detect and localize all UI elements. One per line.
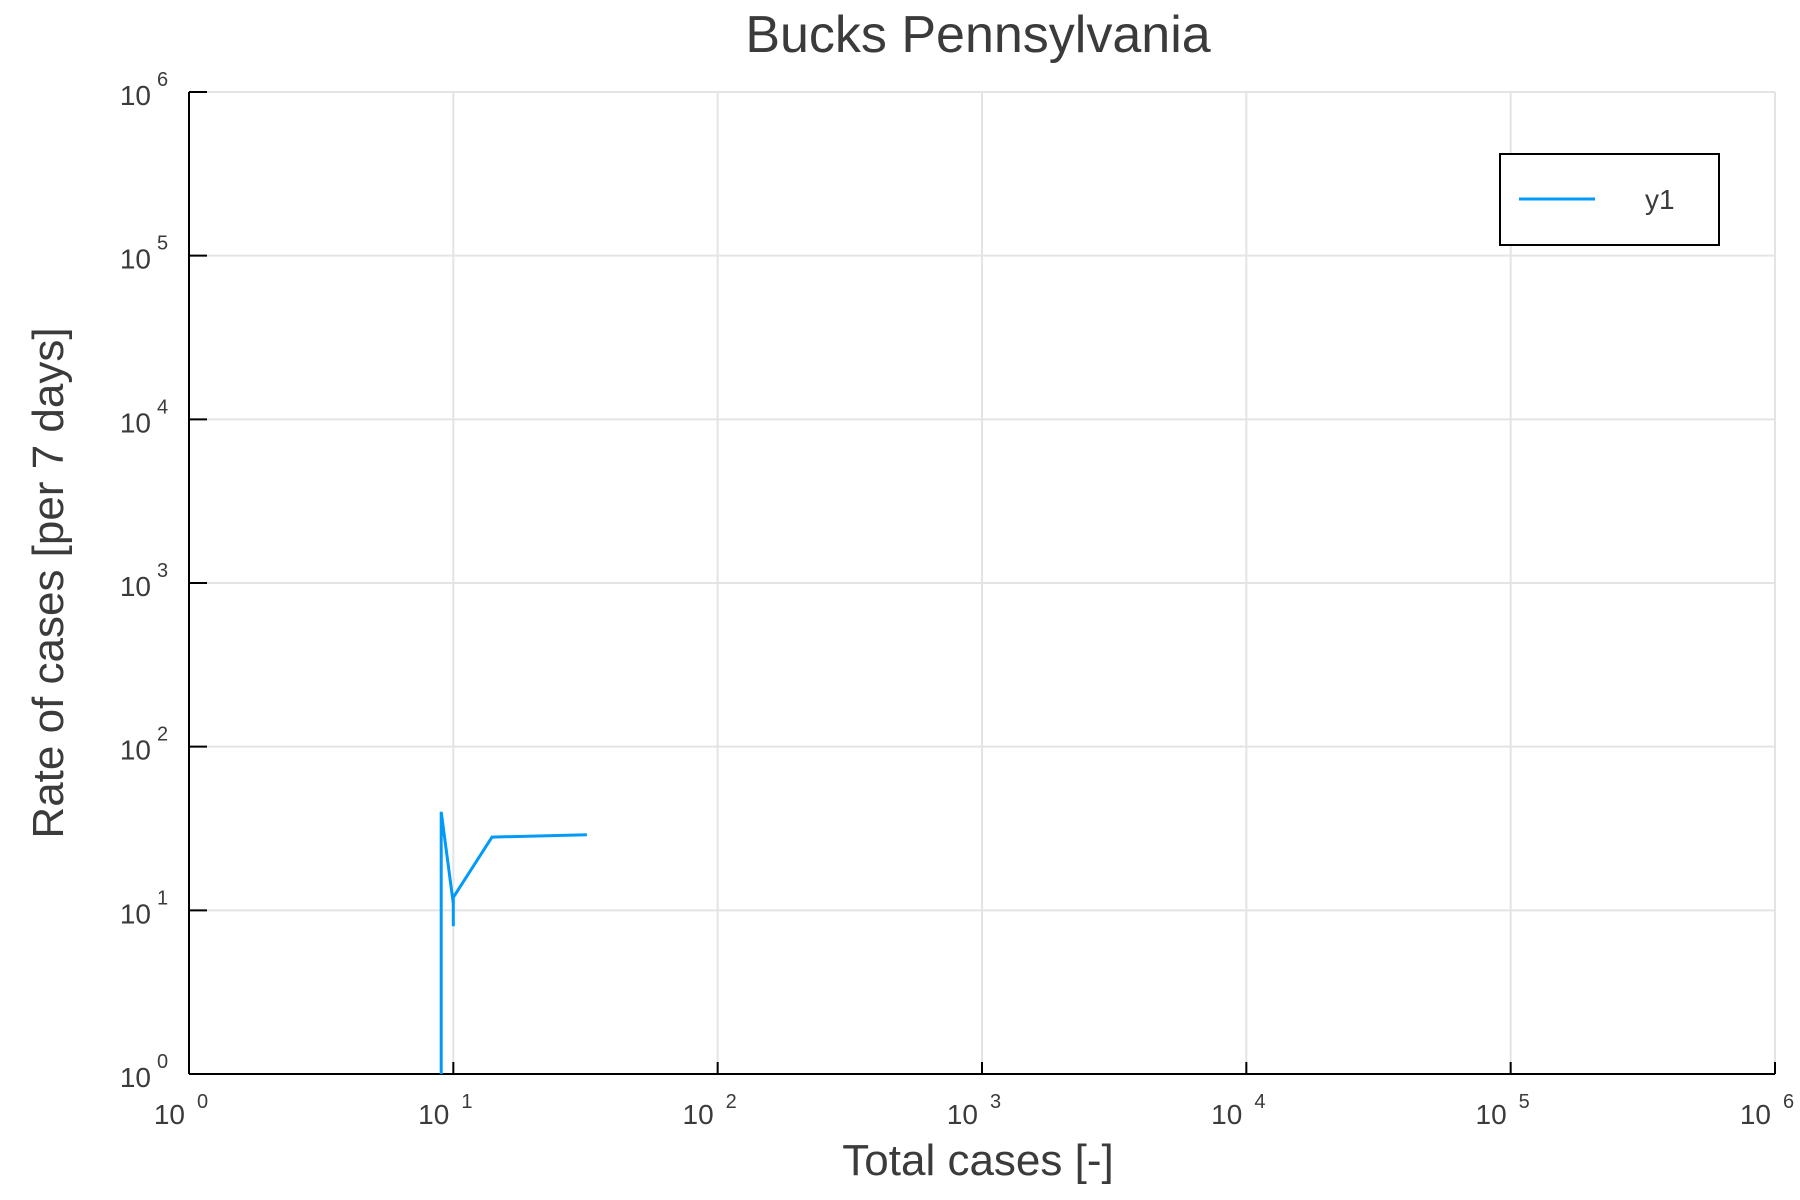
- x-tick-base: 10: [683, 1099, 714, 1130]
- y-tick-base: 10: [120, 244, 151, 275]
- x-tick-label: 10 0: [154, 1091, 208, 1130]
- x-tick-base: 10: [947, 1099, 978, 1130]
- y-tick-exponent: 1: [157, 887, 168, 909]
- y-tick-exponent: 4: [157, 396, 168, 418]
- x-tick-base: 10: [1740, 1099, 1771, 1130]
- x-tick-exponent: 6: [1783, 1091, 1794, 1113]
- x-tick-label: 10 4: [1211, 1091, 1265, 1130]
- y-tick-label: 10 5: [120, 233, 168, 275]
- x-tick-exponent: 4: [1254, 1091, 1265, 1113]
- y-tick-label: 10 4: [120, 396, 168, 438]
- y-tick-base: 10: [120, 571, 151, 602]
- legend-label-y1: y1: [1645, 184, 1675, 215]
- grid-layer: [188, 91, 1776, 1075]
- x-tick-label: 10 5: [1476, 1091, 1530, 1130]
- y-axis-label: Rate of cases [per 7 days]: [24, 327, 73, 838]
- y-tick-label: 10 2: [120, 724, 168, 766]
- y-tick-exponent: 2: [157, 724, 168, 746]
- x-tick-label: 10 1: [418, 1091, 472, 1130]
- y-tick-exponent: 5: [157, 233, 168, 255]
- y-tick-base: 10: [120, 1062, 151, 1093]
- x-tick-exponent: 0: [197, 1091, 208, 1113]
- y-tick-base: 10: [120, 80, 151, 111]
- x-tick-base: 10: [1476, 1099, 1507, 1130]
- y-tick-exponent: 0: [157, 1051, 168, 1073]
- x-tick-exponent: 2: [726, 1091, 737, 1113]
- ticks: 10 0 10 1 10 2 10 3 10 4 10 5 10 610 010 110 210 310 410 51…: [120, 69, 1794, 1130]
- y-tick-exponent: 3: [157, 560, 168, 582]
- x-tick-exponent: 3: [990, 1091, 1001, 1113]
- y-tick-base: 10: [120, 735, 151, 766]
- x-tick-base: 10: [1211, 1099, 1242, 1130]
- x-tick-label: 10 6: [1740, 1091, 1794, 1130]
- x-tick-label: 10 3: [947, 1091, 1001, 1130]
- y-tick-label: 10 1: [120, 887, 168, 929]
- y-tick-label: 10 0: [120, 1051, 168, 1093]
- series-line-y1: [439, 811, 587, 1074]
- x-tick-exponent: 1: [461, 1091, 472, 1113]
- chart-title: Bucks Pennsylvania: [745, 6, 1210, 64]
- series-layer: [439, 811, 587, 1074]
- y-tick-base: 10: [120, 898, 151, 929]
- x-tick-exponent: 5: [1519, 1091, 1530, 1113]
- y-tick-label: 10 3: [120, 560, 168, 602]
- y-tick-label: 10 6: [120, 69, 168, 111]
- y-tick-exponent: 6: [157, 69, 168, 91]
- x-tick-base: 10: [418, 1099, 449, 1130]
- y-tick-base: 10: [120, 407, 151, 438]
- x-tick-label: 10 2: [683, 1091, 737, 1130]
- legend: y1: [1499, 153, 1720, 246]
- x-tick-base: 10: [154, 1099, 185, 1130]
- x-axis-label: Total cases [-]: [842, 1136, 1113, 1185]
